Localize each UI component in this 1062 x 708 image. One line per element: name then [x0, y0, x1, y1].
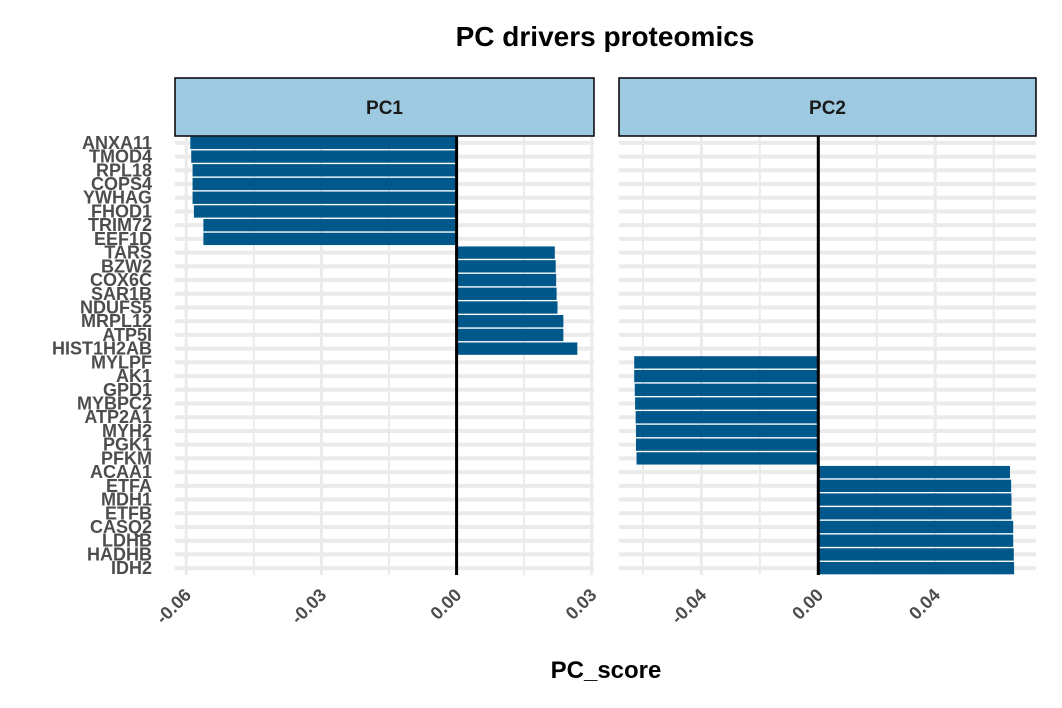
x-tick-label: -0.03 [287, 585, 330, 628]
bar-pc1-anxa11 [190, 136, 457, 150]
bar-pc1-ndufs5 [456, 301, 558, 314]
y-tick-label: ACAA1 [90, 462, 152, 482]
bar-pc1-cox6c [456, 273, 557, 287]
x-tick-label: 0.00 [788, 585, 827, 624]
y-tick-label: FHOD1 [91, 201, 152, 221]
y-tick-label: TMOD4 [89, 147, 152, 167]
y-tick-label: COX6C [90, 270, 152, 290]
bar-pc1-sar1b [456, 287, 557, 300]
bar-pc1-atp5i [456, 328, 564, 342]
x-axis-title: PC_score [551, 657, 662, 684]
y-tick-label: RPL18 [96, 160, 152, 180]
bar-pc2-myh2 [635, 424, 819, 438]
bar-pc2-pgk1 [635, 438, 819, 451]
bar-pc1-rpl18 [192, 164, 457, 177]
y-tick-label: HIST1H2AB [52, 339, 152, 359]
bar-pc2-pfkm [636, 452, 819, 465]
y-tick-label: MRPL12 [81, 311, 152, 331]
y-tick-label: TRIM72 [88, 215, 152, 235]
bar-pc2-etfa [818, 479, 1012, 493]
y-tick-label: ETFB [105, 503, 152, 523]
bar-pc1-eef1d [203, 232, 457, 246]
y-tick-label: BZW2 [101, 256, 152, 276]
chart-title: PC drivers proteomics [456, 21, 755, 52]
bar-pc2-ldhb [818, 534, 1014, 547]
x-tick-label: 0.00 [426, 585, 465, 624]
y-tick-label: MYBPC2 [77, 394, 152, 414]
bar-pc2-casq2 [818, 520, 1014, 534]
bar-pc1-fhod1 [193, 205, 457, 218]
bar-pc1-tmod4 [191, 150, 457, 163]
y-tick-label: MYLPF [91, 352, 152, 372]
x-tick-label: -0.06 [152, 585, 195, 628]
bar-pc2-atp2a1 [635, 411, 819, 424]
bar-pc2-idh2 [818, 561, 1015, 575]
bar-pc2-hadhb [818, 548, 1014, 561]
y-tick-label: MDH1 [101, 490, 152, 510]
y-tick-label: PFKM [101, 448, 152, 468]
y-tick-label: EEF1D [94, 229, 152, 249]
y-tick-label: LDHB [102, 531, 152, 551]
facet-strip-label-pc1: PC1 [366, 98, 403, 119]
bar-pc2-mdh1 [818, 493, 1012, 506]
y-tick-label: ATP2A1 [84, 407, 152, 427]
bar-pc1-trim72 [203, 218, 457, 232]
bar-pc2-ak1 [634, 369, 819, 383]
y-tick-label: HADHB [87, 544, 152, 564]
bar-pc2-gpd1 [634, 383, 819, 396]
bar-pc1-ywhag [192, 191, 457, 204]
x-tick-label: 0.04 [905, 585, 944, 624]
bar-pc1-bzw2 [456, 260, 556, 273]
y-tick-label: GPD1 [103, 380, 152, 400]
bar-pc1-mrpl12 [456, 315, 564, 328]
facet-strip-pc1 [174, 77, 595, 137]
x-tick-label: 0.03 [562, 585, 601, 624]
bar-pc2-mylpf [634, 356, 819, 369]
bar-pc1-cops4 [192, 177, 457, 191]
y-tick-label: ETFA [106, 476, 152, 496]
y-tick-label: CASQ2 [90, 517, 152, 537]
y-tick-label: YWHAG [83, 188, 152, 208]
bar-pc2-mybpc2 [635, 397, 819, 410]
y-tick-label: NDUFS5 [80, 297, 152, 317]
y-tick-label: ATP5I [102, 325, 152, 345]
y-tick-label: MYH2 [102, 421, 152, 441]
x-tick-label: -0.04 [667, 585, 710, 628]
bar-pc1-hist1h2ab [456, 342, 578, 355]
bar-pc2-acaa1 [818, 465, 1010, 479]
y-tick-label: ANXA11 [82, 133, 152, 153]
y-tick-label: COPS4 [91, 174, 152, 194]
y-tick-label: TARS [104, 243, 152, 263]
y-tick-label: PGK1 [103, 435, 152, 455]
facet-strip-label-pc2: PC2 [809, 98, 846, 119]
bar-pc1-tars [456, 246, 555, 259]
bar-pc2-etfb [818, 507, 1012, 520]
y-tick-label: SAR1B [91, 284, 152, 304]
y-tick-label: AK1 [116, 366, 152, 386]
y-tick-label: IDH2 [111, 558, 152, 578]
facet-strip-pc2 [618, 77, 1037, 137]
